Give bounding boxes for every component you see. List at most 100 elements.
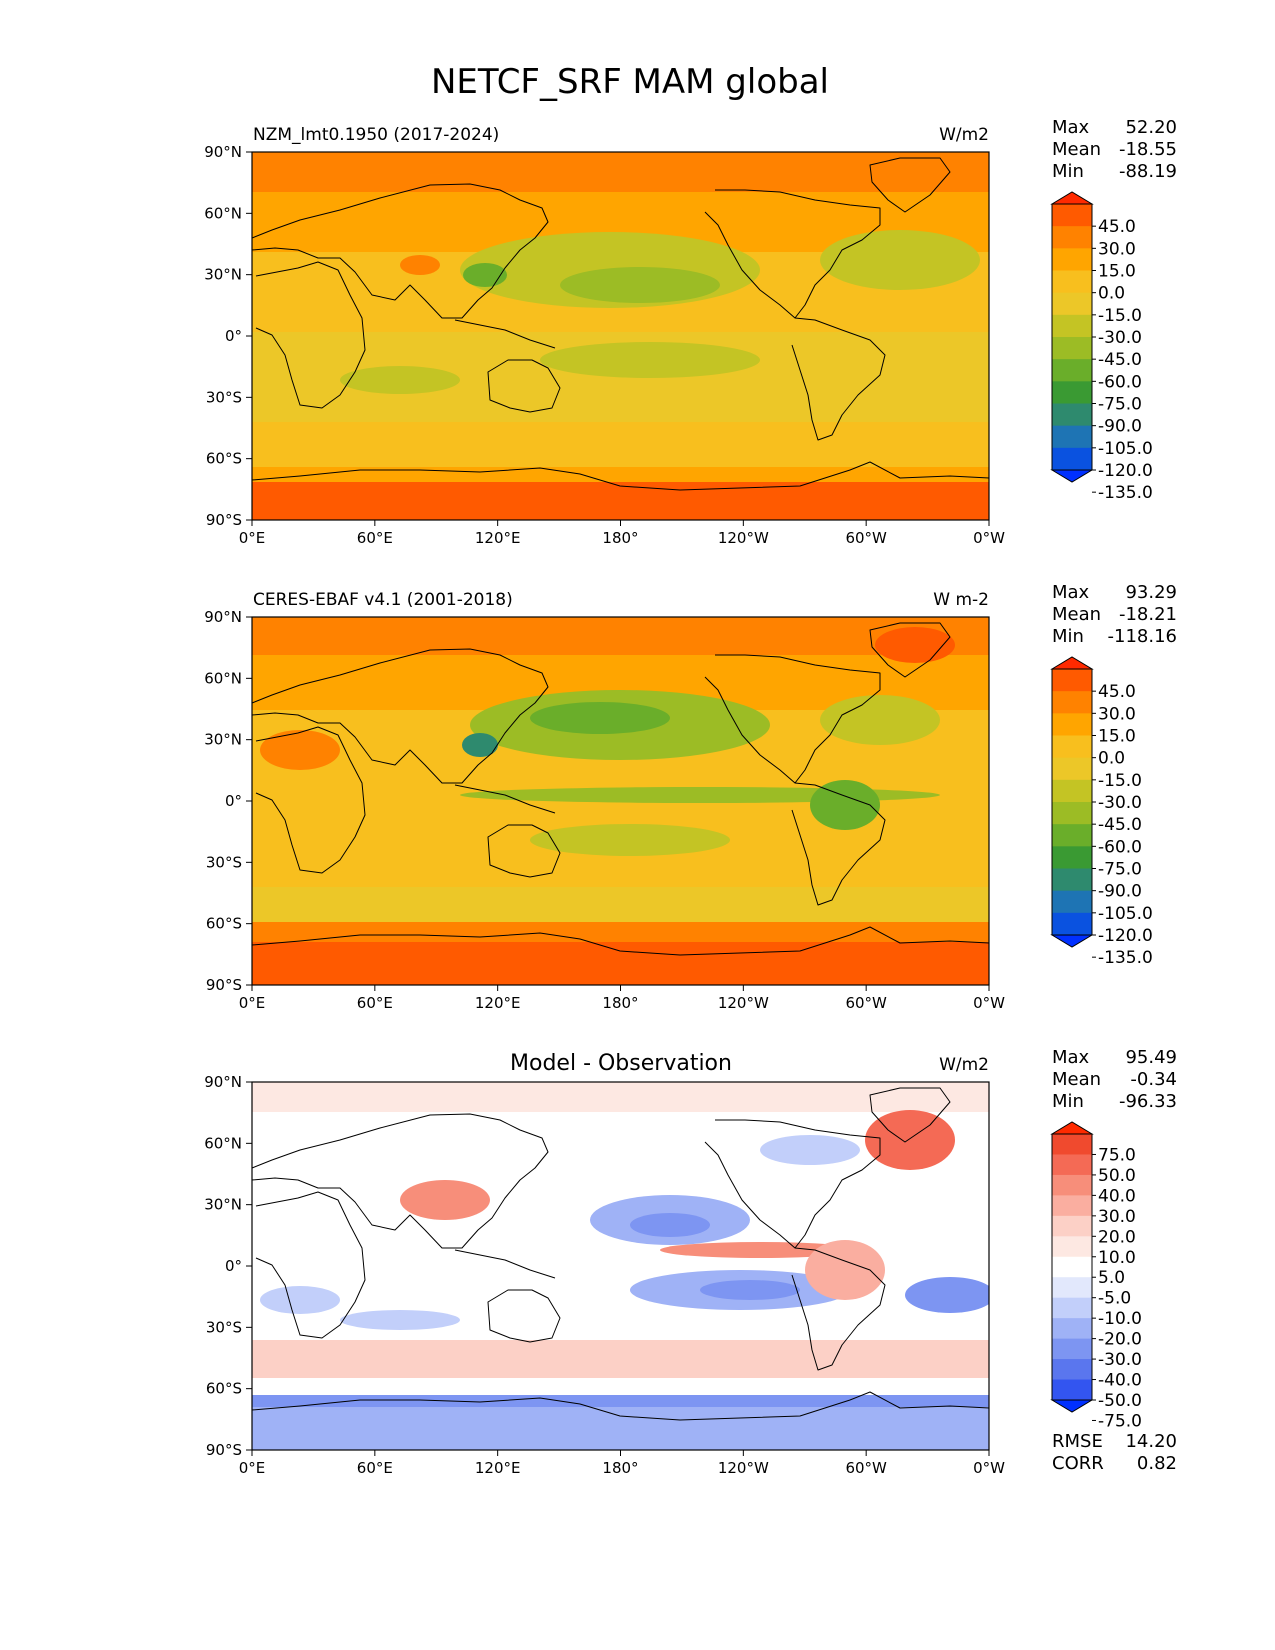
colorbar-frame (1051, 1133, 1093, 1401)
colorbar-level-label: -75.0 (1098, 860, 1142, 880)
x-tick-label: 0°W (973, 994, 1005, 1012)
colorbar-segment (1052, 1174, 1092, 1196)
colorbar-segment (1052, 890, 1092, 914)
colorbar-level-label: 0.0 (1098, 749, 1125, 769)
y-axis: 90°N 60°N 30°N 0° 30°S 60°S 90°S (204, 1073, 252, 1459)
x-tick-label: 60°E (357, 994, 393, 1012)
colorbar-level-label: 75.0 (1098, 1145, 1136, 1165)
y-tick-label: 60°N (204, 669, 242, 687)
colorbar-segment (1052, 1338, 1092, 1360)
stat-mean-label: Mean (1052, 1069, 1101, 1090)
colorbar-level-label: -15.0 (1098, 771, 1142, 791)
x-tick-label: 0°W (973, 1459, 1005, 1477)
stat-max-value: 93.29 (1125, 582, 1177, 603)
stats-block: Max 95.49 Mean -0.34 Min -96.33 (1052, 1047, 1177, 1112)
skill-stats: RMSE 14.20 CORR 0.82 (1052, 1431, 1177, 1474)
colorbar-segment (1052, 1379, 1092, 1401)
north-atlantic-warm (865, 1110, 955, 1170)
colorbar: 45.030.0 15.00.0-15.0-30.0-45.0-60.0 -75.0… (1050, 191, 1153, 503)
colorbar-level-label: 30.0 (1098, 704, 1136, 724)
colorbar-level-label: 5.0 (1098, 1268, 1125, 1288)
colorbar-segment (1052, 912, 1092, 936)
colorbar-segment (1052, 403, 1092, 427)
band-antarctic (252, 1405, 989, 1450)
y-tick-label: 60°S (206, 450, 242, 468)
colorbar-level-label: -90.0 (1098, 417, 1142, 437)
y-tick-label: 60°N (204, 204, 242, 222)
band-southern-ocean (252, 922, 989, 942)
indian-ocean-cool (260, 1286, 340, 1314)
colorbar-level-label: 45.0 (1098, 217, 1136, 237)
pacific-cloud-core (560, 267, 720, 303)
north-america-coastline (704, 189, 881, 319)
colorbar-segment (1052, 1195, 1092, 1217)
x-tick-label: 60°W (845, 1459, 887, 1477)
x-tick-label: 120°E (475, 994, 521, 1012)
south-america-coastline (791, 1247, 886, 1371)
stat-min-label: Min (1052, 1091, 1084, 1112)
colorbar-level-label: -15.0 (1098, 306, 1142, 326)
colorbar-level-label: 30.0 (1098, 239, 1136, 259)
colorbar-level-label: 30.0 (1098, 1207, 1136, 1227)
colorbar-segment (1052, 713, 1092, 736)
band-arctic (252, 617, 989, 655)
colorbar-segment (1052, 314, 1092, 338)
colorbar-segment (1052, 337, 1092, 360)
x-tick-label: 60°E (357, 1459, 393, 1477)
band-arctic (252, 152, 989, 192)
x-tick-label: 120°W (718, 1459, 769, 1477)
north-pacific-core (630, 1213, 710, 1237)
y-axis: 90°N 60°N 30°N 0° 30°S 60°S 90°S (204, 608, 252, 994)
band-southern-ocean (252, 467, 989, 482)
amazon-region (810, 780, 880, 830)
south-america-coastline (791, 317, 886, 441)
band-antarctic (252, 482, 989, 520)
map-field (252, 152, 989, 520)
stat-min-value: -118.16 (1108, 626, 1177, 647)
colorbar-level-label: -45.0 (1098, 815, 1142, 835)
south-america-coastline (791, 782, 886, 906)
stat-max-value: 52.20 (1125, 117, 1177, 138)
stat-max-label: Max (1052, 1047, 1090, 1068)
colorbar-level-label: 10.0 (1098, 1248, 1136, 1268)
x-tick-label: 0°E (239, 529, 266, 547)
colorbar-level-label: -40.0 (1098, 1371, 1142, 1391)
south-atlantic-cool (905, 1277, 989, 1313)
x-tick-label: 60°W (845, 994, 887, 1012)
colorbar-segment (1052, 846, 1092, 869)
south-indian-cool (340, 1310, 460, 1330)
panel-title: Model - Observation (510, 1051, 732, 1076)
colorbar-segment (1052, 292, 1092, 316)
eurasia-coastline (251, 183, 549, 319)
colorbar: 45.030.0 15.00.0-15.0-30.0-45.0-60.0 -75.0… (1050, 656, 1153, 968)
colorbar-segment (1052, 270, 1092, 294)
stat-mean-value: -18.55 (1119, 139, 1177, 160)
y-tick-label: 90°N (204, 1073, 242, 1091)
colorbar-segment (1052, 1297, 1092, 1319)
coastlines (251, 1087, 990, 1421)
y-tick-label: 90°S (206, 976, 242, 994)
colorbar-segment (1052, 359, 1092, 382)
eurasia-coastline (251, 1113, 549, 1249)
stat-min-value: -96.33 (1119, 1091, 1177, 1112)
corr-label: CORR (1052, 1453, 1104, 1474)
stat-max-label: Max (1052, 117, 1090, 138)
antarctica-coastline (251, 1391, 990, 1421)
colorbar: 75.050.040.030.020.010.05.0-5.0-10.0-20.… (1050, 1121, 1142, 1431)
x-axis: 0°E 60°E 120°E 180° 120°W 60°W 0°W (239, 985, 1005, 1012)
colorbar-level-label: 40.0 (1098, 1186, 1136, 1206)
stat-max-value: 95.49 (1125, 1047, 1177, 1068)
y-tick-label: 30°S (206, 388, 242, 406)
colorbar-level-label: -60.0 (1098, 372, 1142, 392)
stats-block: Max 93.29 Mean -18.21 Min -118.16 (1052, 582, 1177, 647)
colorbar-level-label: -30.0 (1098, 328, 1142, 348)
colorbar-segment (1052, 381, 1092, 404)
panel-observation: 0°E 60°E 120°E 180° 120°W 60°W 0°W 90°N 60°N 30°… (204, 582, 1177, 1012)
colorbar-level-label: -105.0 (1098, 439, 1153, 459)
indian-ocean-region (340, 366, 460, 394)
panel-difference: 0°E 60°E 120°E 180° 120°W 60°W 0°W 90°N 60°N 30°… (204, 1047, 1177, 1477)
colorbar-segment (1052, 1359, 1092, 1381)
x-tick-label: 0°W (973, 529, 1005, 547)
colorbar-segment (1052, 1256, 1092, 1278)
